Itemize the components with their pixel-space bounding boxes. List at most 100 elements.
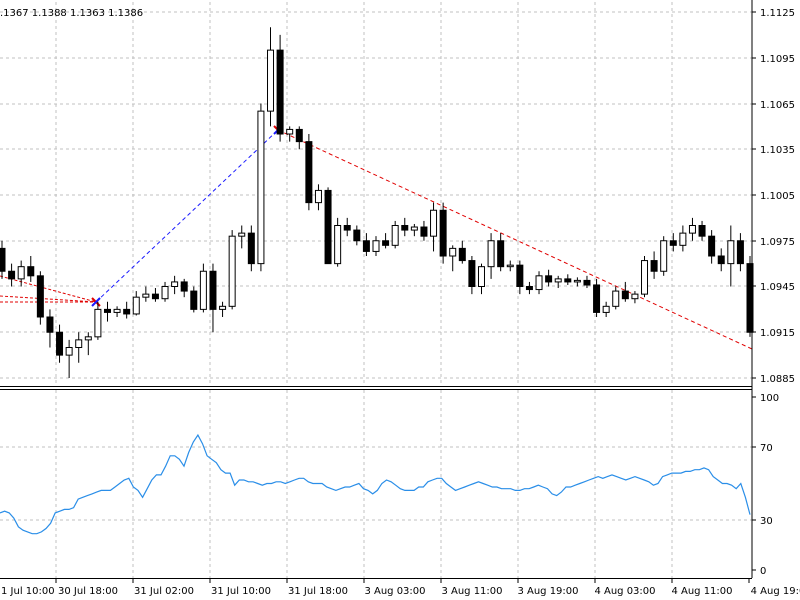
candle <box>362 233 370 256</box>
candle <box>161 281 169 302</box>
candle-body-up <box>554 278 562 283</box>
oscillator-polyline <box>0 433 751 535</box>
candle-body-down <box>516 264 524 287</box>
candle-body-down <box>525 286 533 291</box>
osc-tick-label: 100 <box>760 393 779 404</box>
candle <box>669 233 677 252</box>
candle-body-up <box>171 281 179 287</box>
candlestick-series <box>0 27 754 378</box>
oscillator-axis: 100 70 30 0 <box>752 393 779 577</box>
ohlc-readout: .1367 1.1388 1.1363 1.1386 <box>0 8 143 19</box>
candle-body-down <box>180 281 188 292</box>
candle <box>295 126 303 150</box>
candle-body-down <box>247 232 255 265</box>
time-tick-label: 4 Aug 19:0 <box>751 586 800 597</box>
price-tick-label: 1.0975 <box>760 237 795 248</box>
candle-body-up <box>573 279 581 283</box>
candle <box>334 217 342 267</box>
candle-body-up <box>410 226 418 231</box>
candle-body-up <box>228 235 236 307</box>
price-tick-label: 1.0945 <box>760 282 795 293</box>
candle-body-down <box>123 308 131 315</box>
time-tick-label: 3 Aug 03:00 <box>364 586 425 597</box>
price-tick-label: 1.1125 <box>760 8 795 19</box>
candle <box>535 271 543 295</box>
oscillator-line <box>0 433 751 535</box>
candle <box>56 324 64 363</box>
candle-body-up <box>267 49 275 112</box>
candle <box>391 220 399 249</box>
red-trend-line <box>277 129 753 350</box>
candle <box>132 291 140 316</box>
candle-body-down <box>736 240 744 265</box>
candle-body-down <box>56 331 64 356</box>
time-tick-label: 31 Jul 10:00 <box>211 586 271 597</box>
candle <box>46 309 54 348</box>
candle-body-up <box>334 225 342 265</box>
candle-body-down <box>650 260 658 272</box>
candle <box>641 256 649 298</box>
candle-body-down <box>151 293 159 300</box>
price-axis: 1.1125 1.1095 1.1065 1.1035 1.1005 1.0975 1.09… <box>752 8 795 385</box>
candle-body-up <box>487 240 495 268</box>
candle <box>209 263 217 333</box>
candle <box>717 248 725 272</box>
candle-body-down <box>593 284 601 313</box>
candle <box>497 233 505 272</box>
candle-body-up <box>314 189 322 204</box>
candle-body-up <box>75 339 83 348</box>
candle <box>65 339 73 378</box>
candle <box>324 187 332 265</box>
candle-body-up <box>506 264 514 268</box>
blue-trend-line <box>95 129 279 303</box>
candle-body-down <box>746 263 754 333</box>
osc-tick-label: 70 <box>760 443 773 454</box>
candle <box>506 260 514 272</box>
candle-body-up <box>94 308 102 338</box>
candle-body-down <box>698 225 706 237</box>
candle-body-up <box>430 209 438 237</box>
candle-body-up <box>132 296 140 315</box>
candle-body-down <box>362 240 370 252</box>
candle <box>372 236 380 256</box>
candle <box>593 278 601 317</box>
candle-body-up <box>142 293 150 298</box>
candle-body-up <box>688 225 696 234</box>
candle-body-up <box>602 305 610 313</box>
candle <box>708 230 716 264</box>
candle-body-down <box>708 235 716 257</box>
candle <box>449 245 457 272</box>
candle-body-up <box>161 286 169 300</box>
candle-body-up <box>257 110 265 265</box>
osc-tick-label: 30 <box>760 516 773 527</box>
candle-body-down <box>401 225 409 231</box>
candle-body-down <box>103 308 111 313</box>
candle <box>612 286 620 310</box>
time-tick-label: 4 Aug 11:00 <box>671 586 732 597</box>
candle <box>727 225 735 287</box>
candle <box>420 220 428 241</box>
candle <box>286 126 294 142</box>
candle-body-down <box>717 255 725 265</box>
candle <box>36 271 44 325</box>
candle <box>27 256 35 282</box>
candle-body-down <box>583 279 591 286</box>
candle-body-down <box>0 247 6 272</box>
chart-frame <box>0 0 753 579</box>
candle-body-down <box>209 270 217 310</box>
candle <box>180 278 188 298</box>
candle <box>103 301 111 322</box>
candle-body-down <box>295 128 303 143</box>
time-tick-label: 3 Aug 11:00 <box>441 586 502 597</box>
candle <box>0 240 6 279</box>
candle-body-down <box>669 240 677 246</box>
time-tick-label: 1 Jul 10:00 <box>1 586 55 597</box>
candle-body-up <box>641 260 649 295</box>
candle <box>17 260 25 287</box>
candle-body-up <box>477 266 485 287</box>
candle-body-down <box>27 266 35 277</box>
candle-body-up <box>219 305 227 310</box>
candle-body-down <box>305 141 313 204</box>
candle-body-up <box>238 232 246 237</box>
